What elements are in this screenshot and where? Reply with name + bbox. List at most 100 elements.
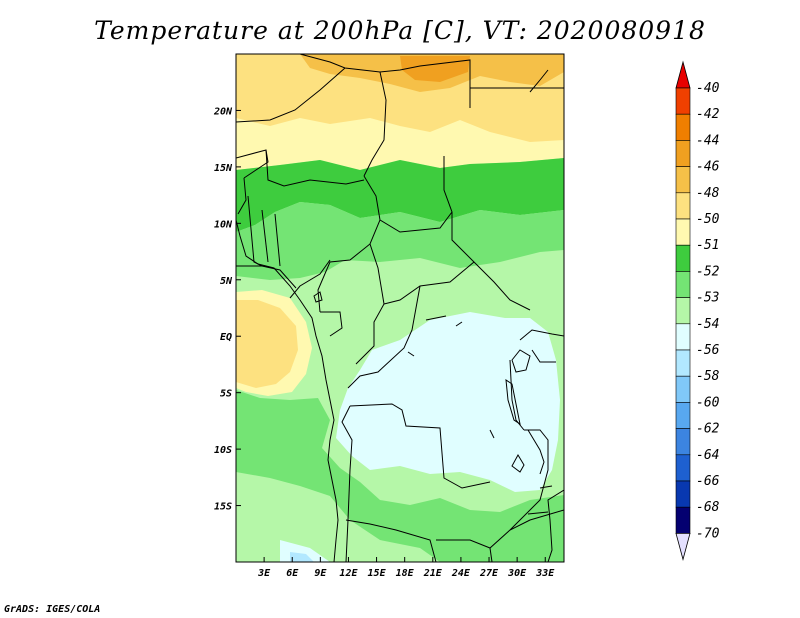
legend-bin-3 bbox=[675, 166, 691, 194]
legend-label-12: -60 bbox=[696, 395, 720, 410]
legend-label-0: -40 bbox=[696, 81, 720, 96]
lake-outline-8 bbox=[407, 351, 415, 357]
legend-bin-12 bbox=[675, 402, 691, 429]
border-line-29 bbox=[347, 285, 421, 389]
legend-label-3: -46 bbox=[696, 160, 720, 175]
latitude-labels: 20N 15N 10N 5N EQ 5S 10S 15S bbox=[213, 106, 233, 512]
legend-label-7: -52 bbox=[696, 264, 720, 279]
longitude-labels: 3E 6E 9E 12E 15E 18E 21E 24E 27E 30E 33E bbox=[257, 568, 555, 579]
legend-bin-14 bbox=[675, 454, 691, 482]
lon-label: 6E bbox=[286, 568, 299, 579]
border-line-24 bbox=[509, 429, 549, 531]
border-line-1 bbox=[299, 54, 471, 108]
field-zone-c56-interior bbox=[336, 312, 560, 492]
legend-label-13: -62 bbox=[696, 422, 720, 437]
lon-label: 9E bbox=[314, 568, 327, 579]
lon-label: 33E bbox=[535, 568, 555, 579]
coastline-southwest bbox=[327, 439, 339, 562]
border-line-6 bbox=[265, 149, 365, 187]
border-line-11 bbox=[355, 303, 385, 365]
lat-label: 10S bbox=[214, 445, 232, 456]
lat-label: 15N bbox=[214, 163, 233, 174]
lake-outline-5 bbox=[527, 511, 549, 515]
lon-label: 27E bbox=[479, 568, 499, 579]
lon-label: 21E bbox=[423, 568, 443, 579]
lake-outline-9 bbox=[489, 429, 495, 439]
legend-label-9: -54 bbox=[696, 317, 719, 332]
page-title: Temperature at 200hPa [C], VT: 202008091… bbox=[94, 16, 706, 45]
field-zone-c52-north bbox=[236, 158, 564, 232]
border-line-20 bbox=[341, 405, 353, 562]
grads-credit: GrADS: IGES/COLA bbox=[4, 604, 101, 615]
border-line-12 bbox=[320, 311, 343, 337]
legend-bin-8 bbox=[675, 297, 691, 325]
border-line-26 bbox=[519, 329, 564, 341]
border-line-19 bbox=[349, 403, 491, 489]
lake-outline-6 bbox=[425, 315, 447, 321]
legend-label-10: -56 bbox=[696, 343, 720, 358]
border-line-13 bbox=[289, 259, 331, 299]
border-line-5 bbox=[236, 149, 269, 179]
coastline bbox=[236, 219, 339, 562]
lon-label: 18E bbox=[396, 568, 415, 579]
field-zone-c58-spot bbox=[290, 552, 314, 562]
legend-bin-2 bbox=[675, 140, 691, 167]
field-zone-c50-west bbox=[236, 300, 298, 388]
border-line-9 bbox=[379, 211, 453, 233]
legend-label-15: -66 bbox=[696, 474, 720, 489]
legend-bin-9 bbox=[675, 323, 691, 351]
border-line-30 bbox=[529, 69, 549, 93]
legend-bin-4 bbox=[675, 192, 691, 220]
lat-label: 5S bbox=[220, 389, 232, 400]
axis-ticks bbox=[236, 109, 546, 562]
lake-outline-11 bbox=[313, 291, 323, 303]
lakes bbox=[313, 291, 553, 515]
legend-label-8: -53 bbox=[696, 291, 719, 306]
border-line-25 bbox=[547, 489, 564, 562]
border-line-3 bbox=[236, 67, 346, 123]
lat-label: 10N bbox=[214, 219, 233, 230]
coastline-west bbox=[236, 219, 335, 441]
border-line-18 bbox=[236, 265, 297, 289]
temperature-field bbox=[236, 54, 564, 562]
legend-label-5: -50 bbox=[696, 212, 720, 227]
map-plot: 20N 15N 10N 5N EQ 5S 10S 15S 3E 6E 9E 12E 15E 18E 21E… bbox=[213, 53, 720, 579]
legend-bin-16 bbox=[675, 506, 691, 534]
legend-bin-1 bbox=[675, 113, 691, 141]
plot-frame bbox=[235, 53, 565, 563]
lon-label: 30E bbox=[507, 568, 527, 579]
legend-bin-11 bbox=[675, 375, 691, 403]
lake-outline-3 bbox=[527, 429, 545, 475]
lake-outline-1 bbox=[511, 349, 531, 373]
lake-outline-7 bbox=[455, 321, 463, 327]
border-line-17 bbox=[274, 213, 281, 267]
legend-label-2: -44 bbox=[696, 133, 719, 148]
legend-bin-13 bbox=[675, 428, 691, 456]
legend-label-1: -42 bbox=[696, 107, 720, 122]
lon-label: 12E bbox=[339, 568, 358, 579]
legend-bin-10 bbox=[675, 349, 691, 377]
lat-label: 15S bbox=[214, 502, 232, 513]
legend-bin-15 bbox=[675, 480, 691, 508]
legend-label-14: -64 bbox=[696, 448, 719, 463]
lat-label: 5N bbox=[220, 276, 233, 287]
border-line-28 bbox=[531, 349, 556, 363]
legend-top-triangle bbox=[675, 60, 691, 89]
border-line-4 bbox=[363, 71, 387, 177]
border-line-21 bbox=[345, 519, 437, 562]
legend-bin-7 bbox=[675, 271, 691, 298]
color-legend: -40 -42 -44 -46 -48 -50 -51 -52 -53 -54 -56 -58 -60 -… bbox=[675, 60, 720, 561]
border-line-22 bbox=[436, 509, 564, 549]
border-line-10 bbox=[369, 243, 475, 305]
border-line-8 bbox=[443, 156, 531, 311]
lat-label: 20N bbox=[213, 106, 233, 117]
legend-label-16: -68 bbox=[696, 500, 720, 515]
legend-bin-0 bbox=[675, 87, 691, 115]
lake-outline-2 bbox=[505, 378, 521, 426]
lat-label: EQ bbox=[220, 332, 232, 343]
legend-end-label: -70 bbox=[696, 526, 720, 541]
legend-label-6: -51 bbox=[696, 238, 719, 253]
legend-label-11: -58 bbox=[696, 369, 720, 384]
country-borders bbox=[236, 54, 564, 562]
lon-label: 15E bbox=[368, 568, 387, 579]
